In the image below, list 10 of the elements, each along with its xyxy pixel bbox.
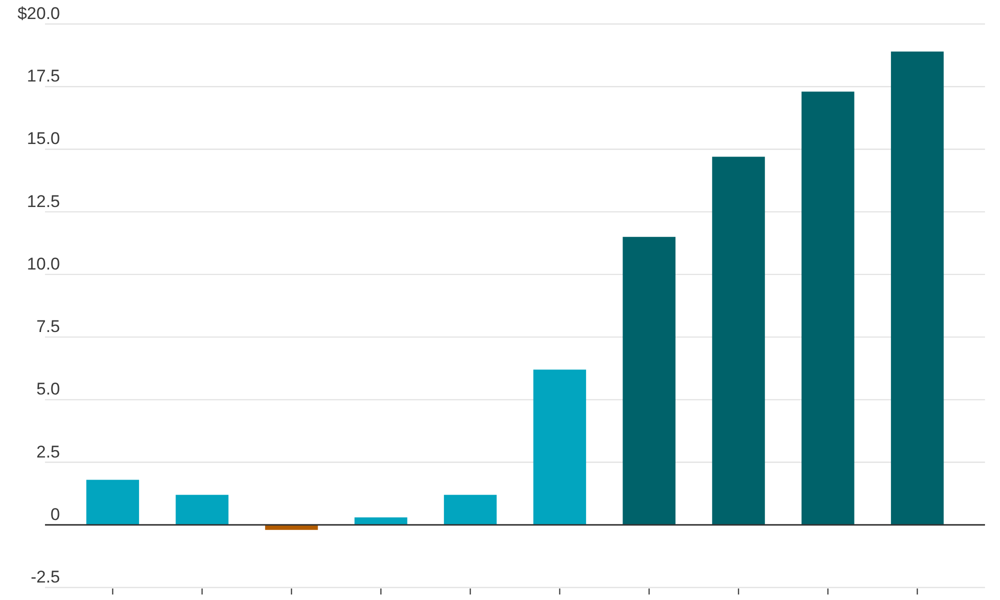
y-tick-label: 10.0 bbox=[26, 254, 60, 274]
y-tick-label: $20.0 bbox=[17, 4, 60, 23]
y-tick-label: 15.0 bbox=[26, 129, 60, 148]
y-tick-label: 2.5 bbox=[36, 442, 60, 462]
y-tick-label: 5.0 bbox=[36, 380, 60, 399]
y-tick-label: -2.5 bbox=[30, 568, 60, 586]
y-tick-label: 7.5 bbox=[36, 317, 60, 336]
y-tick-label: 0 bbox=[50, 504, 60, 524]
y-tick-label: 12.5 bbox=[26, 192, 60, 211]
y-tick-label: 17.5 bbox=[26, 66, 60, 86]
